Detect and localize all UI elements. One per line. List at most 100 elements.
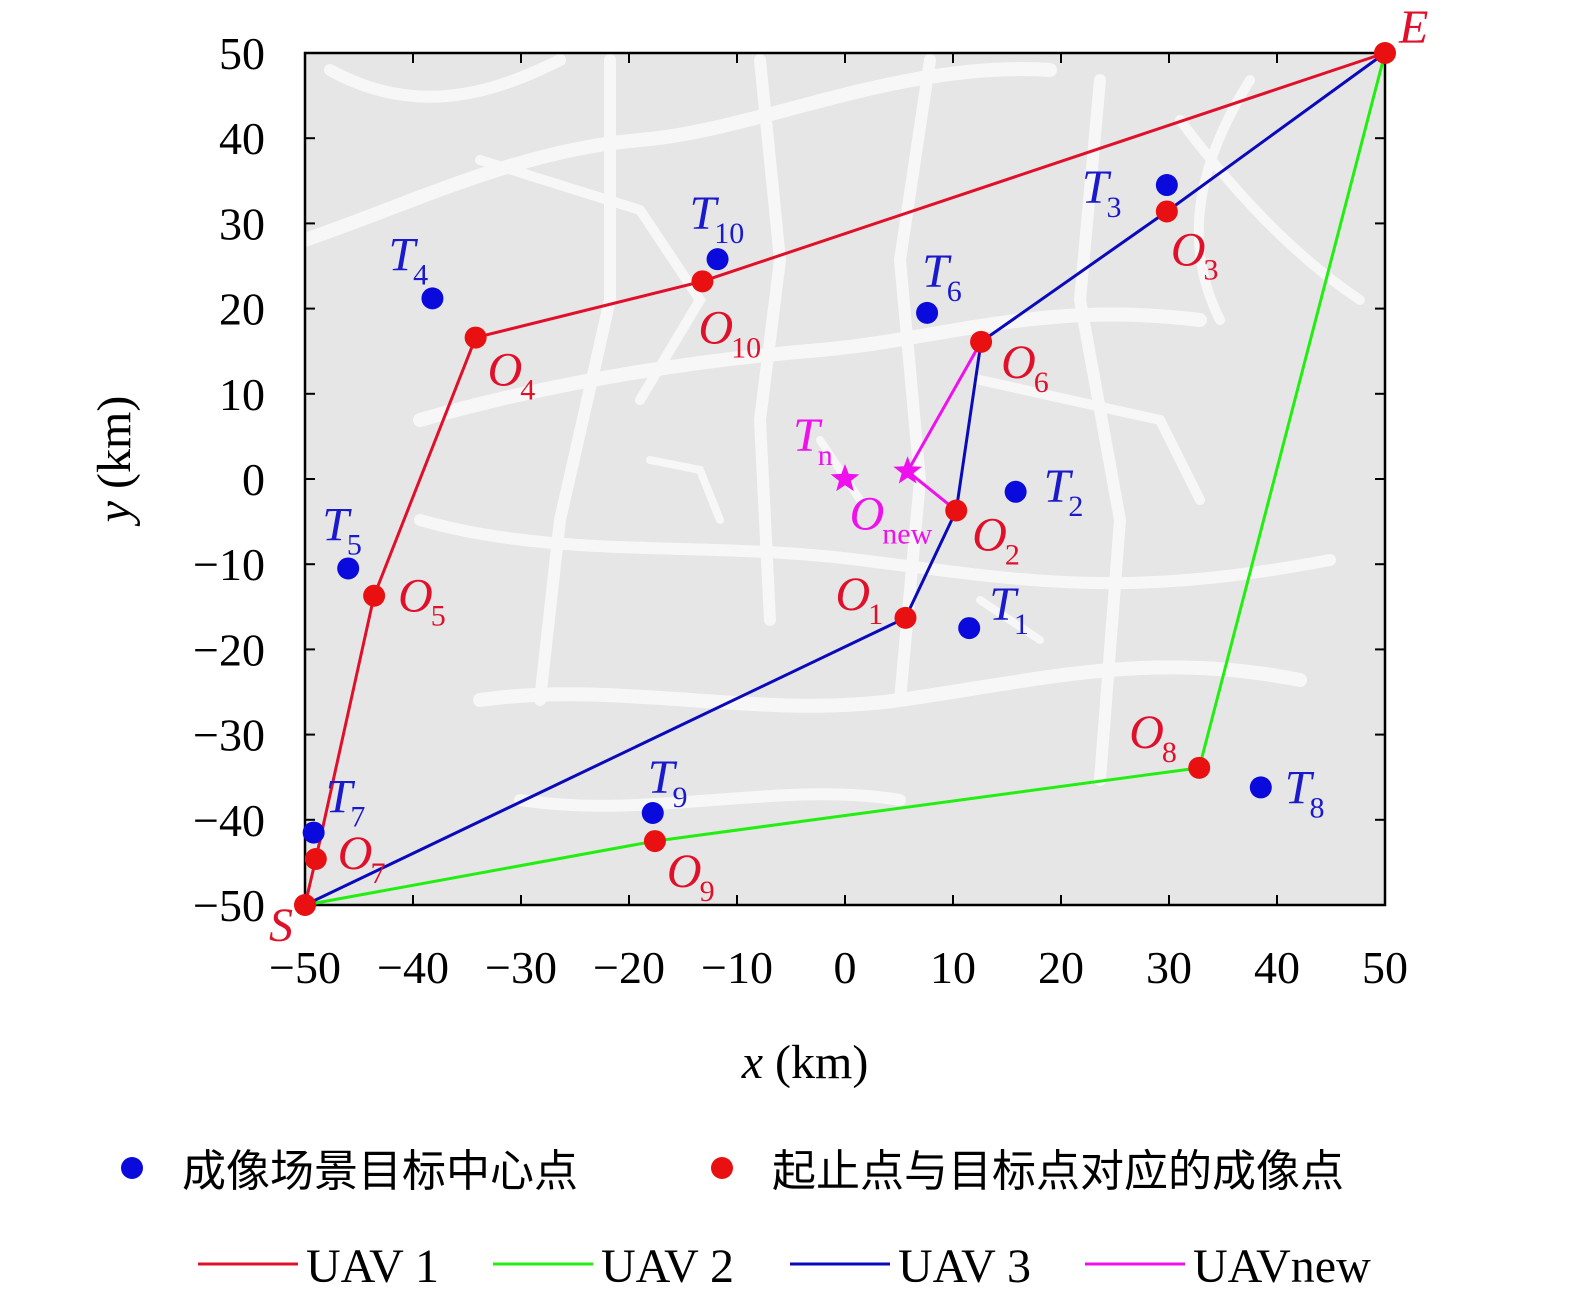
legend-label-imaging: 起止点与目标点对应的成像点 <box>772 1146 1344 1197</box>
imaging-label: O5 <box>398 570 446 633</box>
legend-marker-imaging <box>711 1157 733 1179</box>
y-tick-label: −40 <box>193 795 265 846</box>
imaging-label: O6 <box>1001 336 1049 399</box>
x-tick-label: −50 <box>269 942 341 993</box>
map-road <box>975 375 1205 505</box>
y-tick-label: 50 <box>219 28 265 79</box>
imaging-point <box>1188 756 1211 779</box>
map-road <box>305 62 1057 247</box>
target-label: T9 <box>648 751 688 814</box>
legend-label-uav-2: UAV 2 <box>601 1240 734 1293</box>
y-tick-label: −10 <box>193 539 265 590</box>
y-tick-label: −50 <box>193 880 265 931</box>
x-tick-label: 30 <box>1146 942 1192 993</box>
y-tick-label: 30 <box>219 198 265 249</box>
y-tick-label: 40 <box>219 113 265 164</box>
target-label: T5 <box>322 498 362 561</box>
map-road <box>753 54 787 626</box>
new-target-label: Tn <box>793 409 833 472</box>
map-background <box>305 53 1385 905</box>
target-label: T10 <box>690 187 745 250</box>
x-tick-label: 0 <box>834 942 857 993</box>
imaging-label: O2 <box>972 509 1020 572</box>
target-point <box>958 617 981 640</box>
imaging-point <box>970 330 993 353</box>
target-label: T1 <box>989 578 1029 641</box>
new-imaging-star <box>893 456 922 484</box>
y-tick-label: −20 <box>193 624 265 675</box>
path-uav-3 <box>304 51 1386 907</box>
y-tick-label: −30 <box>193 710 265 761</box>
x-tick-label: 40 <box>1254 942 1300 993</box>
target-label: T3 <box>1082 161 1122 224</box>
imaging-label: O7 <box>338 827 386 890</box>
imaging-label: O10 <box>698 301 761 364</box>
imaging-label: O3 <box>1171 223 1219 286</box>
imaging-point <box>304 847 327 870</box>
target-label: T4 <box>388 228 428 291</box>
x-tick-label: 50 <box>1362 942 1408 993</box>
target-point <box>916 301 939 324</box>
map-road <box>414 514 1336 590</box>
map-road <box>475 155 706 405</box>
target-point <box>302 821 325 844</box>
imaging-point <box>1155 200 1178 223</box>
end-label: E <box>1398 1 1428 54</box>
target-label: T7 <box>326 771 366 834</box>
start-point <box>294 894 316 916</box>
markers <box>294 42 1396 916</box>
x-axis-label: x (km) <box>741 1036 869 1089</box>
x-tick-label: −10 <box>701 942 773 993</box>
legend: 成像场景目标中心点 起止点与目标点对应的成像点 UAV 1 UAV 2 UAV 3 UAV… <box>121 1146 1371 1293</box>
target-point <box>1004 480 1027 503</box>
map-road <box>893 54 936 706</box>
legend-label-uav-1: UAV 1 <box>306 1240 439 1293</box>
target-point <box>1249 776 1272 799</box>
imaging-label: O8 <box>1129 706 1177 769</box>
map-road <box>1193 75 1255 325</box>
imaging-point <box>464 326 487 349</box>
imaging-label: O4 <box>488 344 536 407</box>
map-road <box>1175 115 1365 305</box>
y-tick-label: 20 <box>219 284 265 335</box>
imaging-label: O1 <box>835 568 883 631</box>
legend-marker-target <box>121 1157 143 1179</box>
target-point <box>641 801 664 824</box>
imaging-point <box>894 606 917 629</box>
imaging-point <box>363 584 386 607</box>
map-road <box>324 54 566 103</box>
target-label: T6 <box>922 245 962 308</box>
x-tick-label: 10 <box>930 942 976 993</box>
end-point <box>1374 42 1396 64</box>
map-road <box>413 307 1207 427</box>
x-tick-label: −30 <box>485 942 557 993</box>
x-tick-label: −20 <box>593 942 665 993</box>
imaging-point <box>691 270 714 293</box>
y-tick-label: 0 <box>242 454 265 505</box>
axes: −50 −40 −30 −20 −10 0 10 20 30 40 50 −50 −40 −30 −20 −1… <box>88 28 1408 1089</box>
new-target-star <box>830 464 860 492</box>
legend-label-uavnew: UAVnew <box>1193 1240 1371 1293</box>
target-label: T8 <box>1285 761 1325 824</box>
imaging-point <box>945 499 968 522</box>
target-point <box>421 287 444 310</box>
imaging-point <box>643 830 666 853</box>
target-point <box>337 557 360 580</box>
target-point <box>1155 174 1178 197</box>
x-tick-label: 20 <box>1038 942 1084 993</box>
y-axis-label: y (km) <box>88 396 141 528</box>
map-road <box>534 54 616 706</box>
start-label: S <box>269 899 293 952</box>
map-road <box>514 788 906 812</box>
legend-label-target: 成像场景目标中心点 <box>182 1146 578 1197</box>
new-imaging-label: Onew <box>850 487 933 550</box>
imaging-label: O9 <box>667 845 715 908</box>
target-label: T2 <box>1044 460 1084 523</box>
y-tick-label: 10 <box>219 369 265 420</box>
legend-label-uav-3: UAV 3 <box>898 1240 1031 1293</box>
x-tick-label: −40 <box>377 942 449 993</box>
map-road <box>473 660 1307 713</box>
